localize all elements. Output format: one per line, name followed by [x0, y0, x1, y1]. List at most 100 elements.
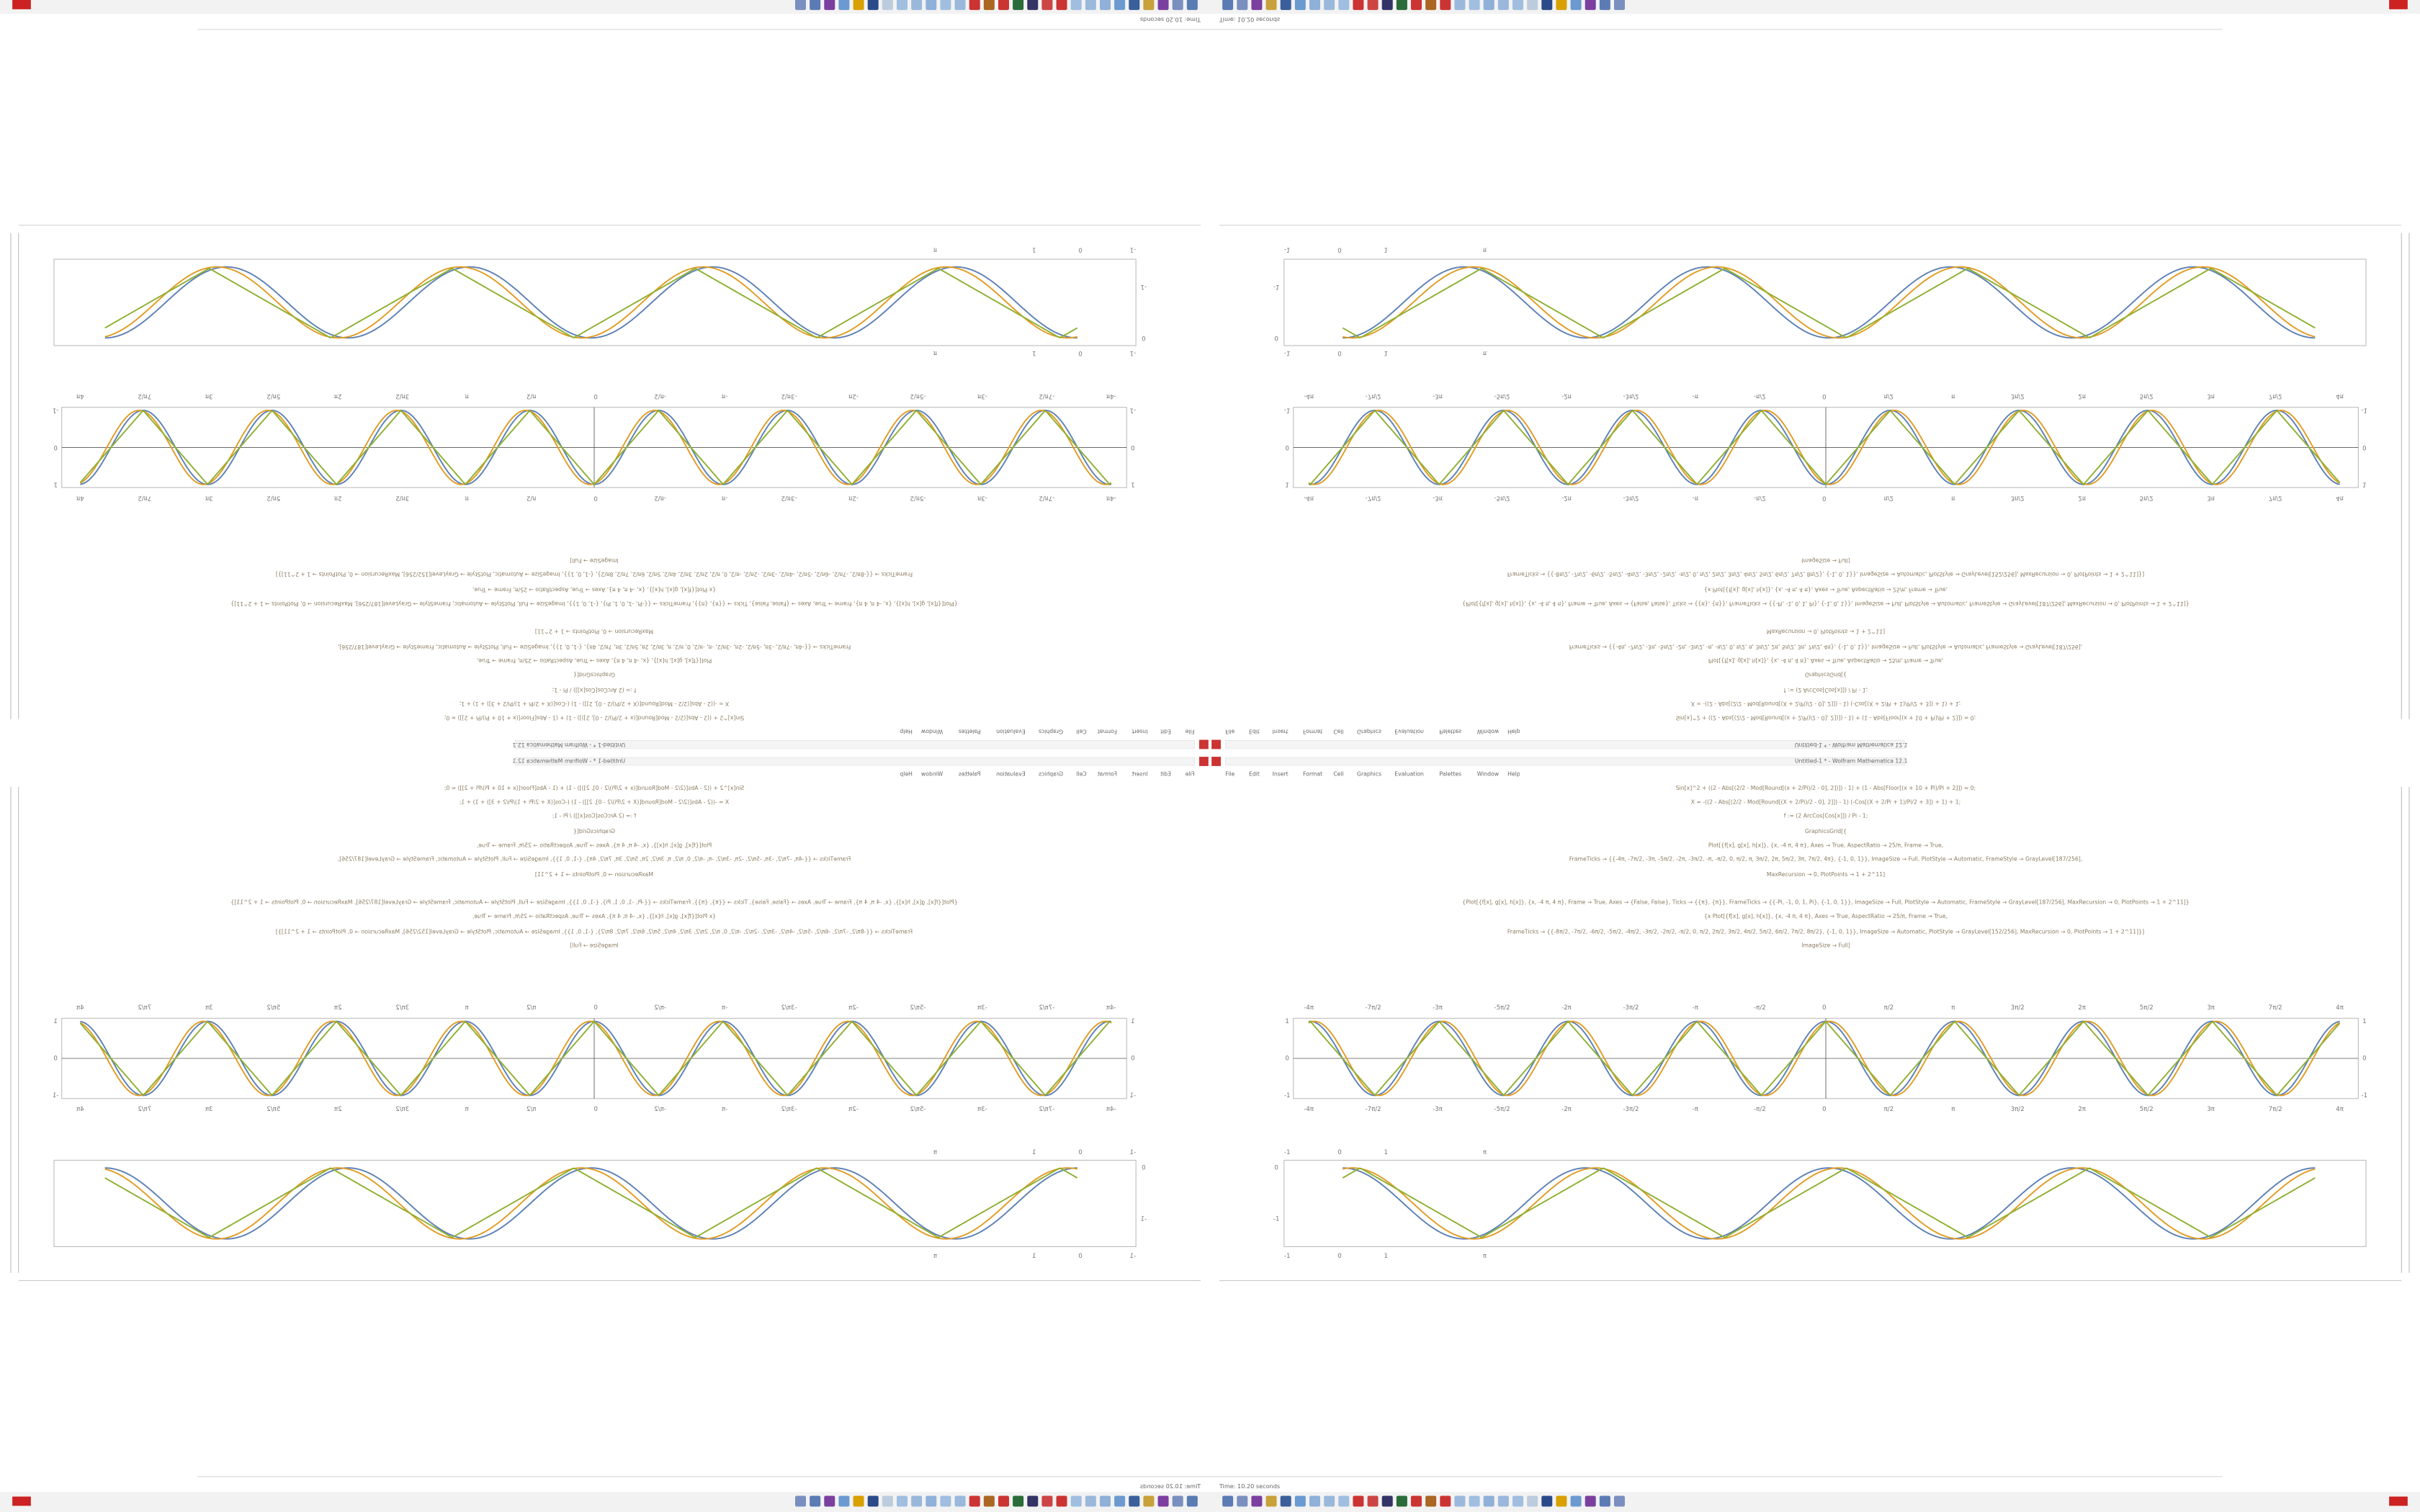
- taskbar-icon[interactable]: [1425, 1495, 1437, 1507]
- menu-item[interactable]: Format: [1098, 729, 1117, 735]
- taskbar-icon[interactable]: [838, 1495, 850, 1507]
- taskbar-icon[interactable]: [1440, 0, 1451, 10]
- taskbar-icon[interactable]: [1541, 0, 1553, 10]
- menu-item[interactable]: Help: [1507, 771, 1520, 778]
- menu-item[interactable]: Help: [900, 729, 913, 735]
- taskbar-icon[interactable]: [1440, 1495, 1451, 1507]
- taskbar-icon[interactable]: [969, 0, 980, 10]
- taskbar-icon[interactable]: [824, 1495, 835, 1507]
- taskbar-icon[interactable]: [1396, 0, 1407, 10]
- taskbar-icon[interactable]: [897, 1495, 908, 1507]
- taskbar-icon[interactable]: [1085, 1495, 1096, 1507]
- taskbar-icon[interactable]: [1614, 0, 1625, 10]
- taskbar-icon[interactable]: [1027, 0, 1039, 10]
- menu-item[interactable]: Palettes: [1439, 729, 1461, 735]
- taskbar-icon[interactable]: [954, 0, 966, 10]
- taskbar-icon[interactable]: [1172, 0, 1183, 10]
- taskbar-icon[interactable]: [1338, 0, 1350, 10]
- taskbar-icon[interactable]: [1425, 0, 1437, 10]
- taskbar-icon[interactable]: [940, 1495, 951, 1507]
- menu-item[interactable]: Help: [900, 771, 913, 778]
- taskbar-icon[interactable]: [1497, 1495, 1509, 1507]
- taskbar-icon[interactable]: [1070, 1495, 1082, 1507]
- taskbar-icon[interactable]: [1129, 0, 1140, 10]
- taskbar-icon[interactable]: [983, 0, 995, 10]
- taskbar-icon[interactable]: [794, 1495, 806, 1507]
- menu-item[interactable]: Cell: [1333, 771, 1343, 778]
- taskbar-icon[interactable]: [810, 0, 821, 10]
- menu-item[interactable]: Cell: [1076, 729, 1086, 735]
- taskbar-icon[interactable]: [1114, 0, 1126, 10]
- taskbar-icon[interactable]: [1280, 0, 1291, 10]
- menu-item[interactable]: File: [1225, 729, 1234, 735]
- taskbar-icon[interactable]: [1143, 0, 1155, 10]
- taskbar-icon[interactable]: [1527, 0, 1538, 10]
- menu-item[interactable]: Evaluation: [996, 729, 1026, 735]
- taskbar-icon[interactable]: [998, 1495, 1009, 1507]
- taskbar-icon[interactable]: [940, 0, 951, 10]
- taskbar-icon[interactable]: [1222, 0, 1234, 10]
- taskbar-icon[interactable]: [1556, 0, 1567, 10]
- taskbar-icon[interactable]: [926, 1495, 937, 1507]
- taskbar-icon[interactable]: [897, 0, 908, 10]
- menu-item[interactable]: Palettes: [959, 729, 981, 735]
- taskbar-icon[interactable]: [1129, 1495, 1140, 1507]
- taskbar-icon[interactable]: [1186, 0, 1198, 10]
- taskbar-icon[interactable]: [1367, 0, 1379, 10]
- taskbar-icon[interactable]: [1512, 1495, 1523, 1507]
- taskbar-icon[interactable]: [1556, 1495, 1567, 1507]
- taskbar-icon[interactable]: [1027, 1495, 1039, 1507]
- menu-item[interactable]: Edit: [1249, 771, 1260, 778]
- taskbar-icon[interactable]: [1585, 0, 1596, 10]
- menu-item[interactable]: Edit: [1160, 771, 1171, 778]
- taskbar-icon[interactable]: [1454, 1495, 1466, 1507]
- menu-item[interactable]: Graphics: [1357, 729, 1381, 735]
- menu-item[interactable]: Help: [1507, 729, 1520, 735]
- taskbar-icon[interactable]: [1599, 0, 1610, 10]
- taskbar-icon[interactable]: [1041, 0, 1053, 10]
- taskbar-icon[interactable]: [1157, 1495, 1169, 1507]
- menu-item[interactable]: Window: [1477, 771, 1499, 778]
- close-icon[interactable]: [1211, 739, 1221, 750]
- close-icon[interactable]: [1211, 757, 1221, 766]
- menu-item[interactable]: Window: [1477, 729, 1499, 735]
- taskbar-icon[interactable]: [867, 0, 879, 10]
- taskbar-icon[interactable]: [1381, 0, 1393, 10]
- menu-item[interactable]: File: [1185, 771, 1194, 778]
- taskbar-icon[interactable]: [1338, 1495, 1350, 1507]
- taskbar-icon[interactable]: [1237, 1495, 1248, 1507]
- taskbar-icon[interactable]: [1056, 0, 1067, 10]
- taskbar-icon[interactable]: [1114, 1495, 1126, 1507]
- taskbar-icon[interactable]: [1367, 1495, 1379, 1507]
- taskbar-icon[interactable]: [1411, 1495, 1422, 1507]
- taskbar-icon[interactable]: [795, 0, 806, 10]
- taskbar-icon[interactable]: [911, 1495, 923, 1507]
- taskbar-icon[interactable]: [1237, 0, 1248, 10]
- taskbar-icon[interactable]: [1541, 1495, 1553, 1507]
- taskbar-icon[interactable]: [983, 1495, 995, 1507]
- taskbar-icon[interactable]: [882, 1495, 893, 1507]
- menu-item[interactable]: Cell: [1333, 729, 1343, 735]
- taskbar-icon[interactable]: [1324, 1495, 1335, 1507]
- taskbar-icon[interactable]: [853, 1495, 864, 1507]
- menu-item[interactable]: Format: [1303, 729, 1322, 735]
- menu-item[interactable]: Format: [1303, 771, 1322, 778]
- taskbar-icon[interactable]: [1294, 0, 1306, 10]
- menu-item[interactable]: File: [1185, 729, 1194, 735]
- taskbar-icon[interactable]: [926, 0, 937, 10]
- taskbar-icon[interactable]: [1070, 0, 1082, 10]
- taskbar-icon[interactable]: [1157, 0, 1169, 10]
- taskbar-icon[interactable]: [1085, 0, 1096, 10]
- menu-item[interactable]: Palettes: [959, 771, 981, 778]
- taskbar-icon[interactable]: [1614, 1495, 1625, 1507]
- menu-item[interactable]: Insert: [1273, 771, 1289, 778]
- taskbar-icon[interactable]: [998, 0, 1009, 10]
- menu-item[interactable]: Evaluation: [996, 771, 1026, 778]
- menu-item[interactable]: Format: [1098, 771, 1117, 778]
- menu-item[interactable]: Window: [921, 771, 943, 778]
- menu-item[interactable]: Graphics: [1039, 771, 1063, 778]
- menu-item[interactable]: Edit: [1160, 729, 1171, 735]
- taskbar-icon[interactable]: [1309, 1495, 1320, 1507]
- taskbar-icon[interactable]: [1585, 1495, 1596, 1507]
- taskbar-icon[interactable]: [1309, 0, 1320, 10]
